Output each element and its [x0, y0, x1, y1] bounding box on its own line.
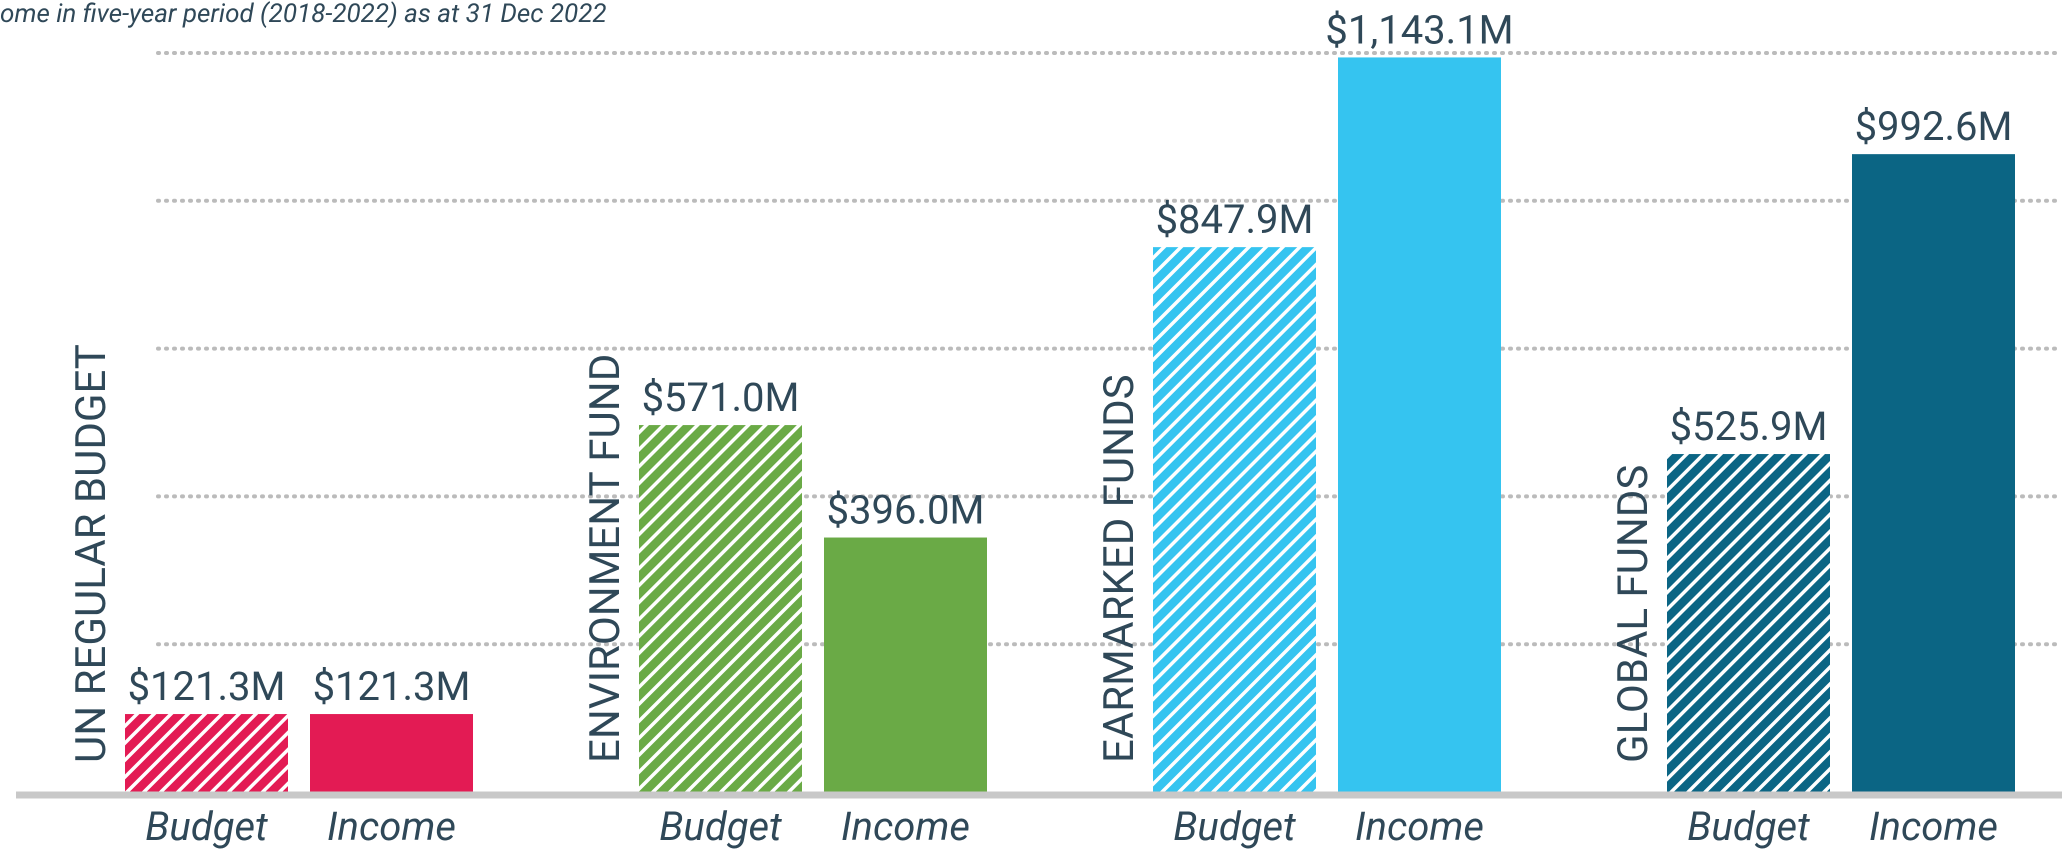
value-label: $396.0M [827, 487, 985, 534]
value-label: $121.3M [128, 663, 286, 710]
value-label: $847.9M [1156, 196, 1314, 243]
bar [1667, 454, 1830, 792]
group-label: GLOBAL FUNDS [1609, 465, 1658, 763]
bar [824, 537, 987, 792]
group-label: EARMARKED FUNDS [1095, 374, 1144, 763]
value-label: $1,143.1M [1325, 6, 1513, 53]
x-tick-label: Income [327, 803, 456, 849]
x-tick-label: Budget [145, 803, 268, 849]
bar [125, 714, 288, 792]
value-label: $121.3M [313, 663, 471, 710]
value-label: $571.0M [642, 374, 800, 421]
group-label: ENVIRONMENT FUND [581, 354, 630, 763]
value-label: $525.9M [1670, 403, 1828, 450]
group-label: UN REGULAR BUDGET [67, 344, 116, 763]
chart-subtitle: ome in five-year period (2018-2022) as a… [0, 0, 607, 29]
x-tick-label: Income [841, 803, 970, 849]
x-tick-label: Budget [1173, 803, 1296, 849]
value-label: $992.6M [1855, 103, 2013, 150]
bar [1852, 154, 2015, 792]
x-tick-label: Income [1355, 803, 1484, 849]
x-tick-label: Income [1869, 803, 1998, 849]
x-tick-label: Budget [1687, 803, 1810, 849]
bar [639, 425, 802, 792]
bar [1338, 57, 1501, 792]
bar [1153, 247, 1316, 792]
bar [310, 714, 473, 792]
x-tick-label: Budget [659, 803, 782, 849]
